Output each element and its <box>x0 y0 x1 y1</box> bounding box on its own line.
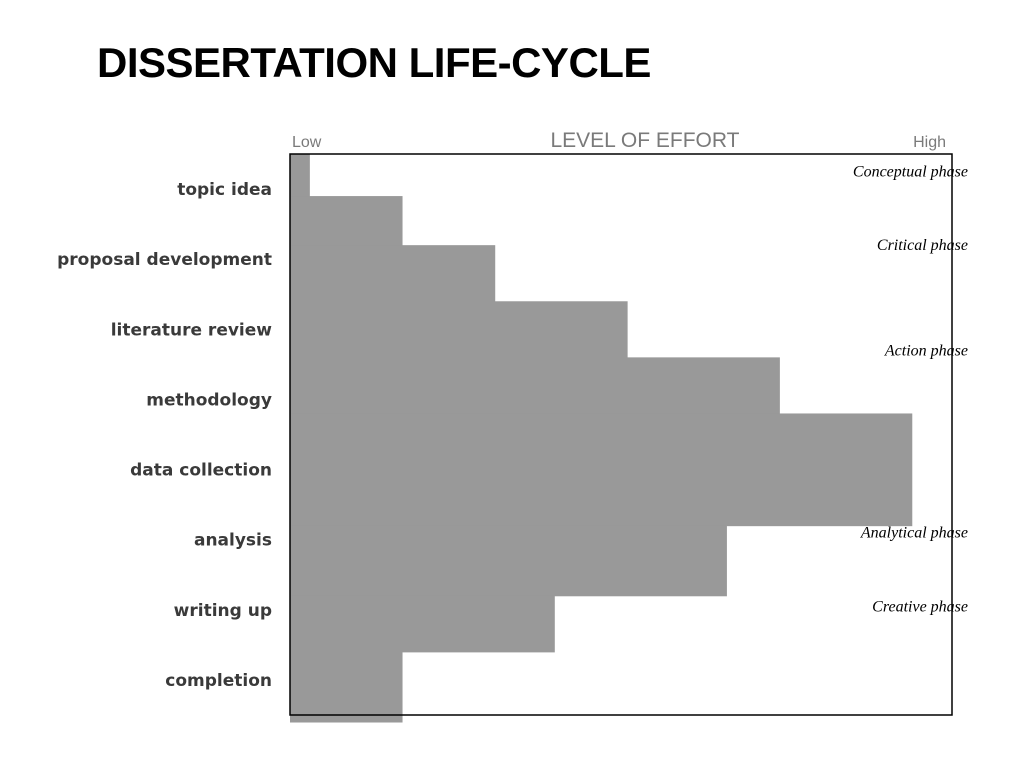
category-labels: topic idea proposal development literature… <box>57 180 272 691</box>
category-label: methodology <box>146 390 272 410</box>
axis-high-label: High <box>913 134 946 151</box>
category-label: analysis <box>194 531 272 551</box>
phase-label: Analytical phase <box>860 525 968 542</box>
axis-low-label: Low <box>292 134 322 151</box>
phase-label: Critical phase <box>877 237 968 254</box>
chart-title: LEVEL OF EFFORT <box>550 129 739 152</box>
effort-bar-7 <box>290 595 555 653</box>
effort-bars <box>290 154 913 723</box>
category-label: writing up <box>174 601 272 621</box>
effort-bar-2 <box>290 245 496 302</box>
phase-labels: Conceptual phase Critical phase Action pha… <box>853 164 968 616</box>
effort-bar-5 <box>290 413 913 527</box>
category-label: data collection <box>130 461 272 481</box>
category-label: completion <box>165 671 272 691</box>
category-label: proposal development <box>57 250 272 270</box>
effort-bar-1 <box>290 196 403 246</box>
phase-label: Conceptual phase <box>853 164 968 181</box>
phase-label: Creative phase <box>872 598 968 615</box>
effort-bar-3 <box>290 301 628 358</box>
effort-bar-4 <box>290 357 780 414</box>
phase-label: Action phase <box>884 342 968 359</box>
effort-bar-8 <box>290 651 403 723</box>
chart-frame <box>289 153 953 716</box>
slide-title: DISSERTATION LIFE-CYCLE <box>97 39 651 86</box>
category-label: topic idea <box>177 180 272 200</box>
category-label: literature review <box>111 320 273 340</box>
effort-bar-6 <box>290 525 727 597</box>
effort-bar-0 <box>290 154 310 197</box>
